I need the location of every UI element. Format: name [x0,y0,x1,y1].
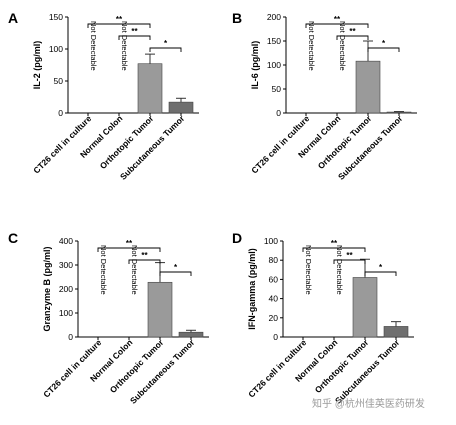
significance-label: ** [334,15,341,24]
y-axis-label: IFN-gamma (pg/ml) [247,248,257,330]
bar-4 [383,326,409,338]
y-tick-label: 0 [68,332,73,342]
not-detectable-label: Not Detectable [130,245,139,295]
panel-letter: D [232,230,242,246]
y-tick-label: 300 [59,260,73,270]
significance-bracket [118,35,151,40]
y-tick-label: 80 [269,255,279,265]
significance-label: ** [141,251,148,260]
panel-letter: C [8,230,18,246]
not-detectable-label: Not Detectable [304,245,313,295]
panel-b: B 0 50 100 150 200 IL-6 (pg/ml) Not Detectable C… [232,10,417,182]
y-tick-label: 40 [269,294,279,304]
not-detectable-label: Not Detectable [335,245,344,295]
panel-letter: A [8,10,18,26]
y-tick-label: 20 [269,313,279,323]
category-label: Orthotopic Tumor [313,337,371,395]
watermark: 知乎 @杭州佳英医药研发 [312,397,425,410]
y-tick-label: 0 [58,108,63,118]
bar-3 [137,63,163,114]
panel-c: C 0 100 200 300 400 Granzyme B (pg/ml) Not Dete… [8,230,209,406]
y-tick-label: 200 [59,284,73,294]
significance-label: ** [116,15,123,24]
y-tick-label: 150 [267,36,281,46]
significance-label: * [164,39,168,48]
not-detectable-label: Not Detectable [120,21,129,71]
category-label: CT26 cell in culture [246,337,308,399]
not-detectable-label: Not Detectable [99,245,108,295]
category-label: Orthotopic Tumor [108,337,166,395]
y-tick-label: 100 [267,60,281,70]
y-tick-label: 100 [264,236,278,246]
significance-bracket [87,23,151,28]
y-tick-label: 100 [59,308,73,318]
y-tick-label: 50 [54,76,64,86]
significance-bracket [97,247,161,252]
significance-label: * [379,263,383,272]
panel-letter: B [232,10,242,26]
significance-bracket [305,23,369,28]
significance-label: ** [331,239,338,248]
not-detectable-label: Not Detectable [338,21,347,71]
significance-bracket [336,35,369,40]
significance-label: * [174,263,178,272]
category-label: CT26 cell in culture [249,113,311,175]
bar-4 [178,331,204,338]
panel-d: D 0 20 40 60 80 100 IFN-gamma (pg/ml) Not Detect… [232,230,414,406]
category-label: CT26 cell in culture [41,337,103,399]
y-tick-label: 0 [276,108,281,118]
significance-label: ** [131,27,138,36]
significance-label: * [382,39,386,48]
significance-bracket [149,47,182,52]
significance-bracket [333,259,366,264]
category-label: Orthotopic Tumor [98,113,156,171]
significance-label: ** [349,27,356,36]
significance-bracket [364,271,397,276]
significance-label: ** [346,251,353,260]
panel-a: A 0 50 100 150 IL-2 (pg/ml) Not Detectable CT26… [8,10,199,182]
y-tick-label: 60 [269,274,279,284]
bar-3 [147,281,173,338]
significance-bracket [302,247,366,252]
y-axis-label: IL-6 (pg/ml) [250,41,260,90]
y-tick-label: 0 [273,332,278,342]
not-detectable-label: Not Detectable [89,21,98,71]
y-tick-label: 150 [49,12,63,22]
significance-label: ** [126,239,133,248]
category-label: CT26 cell in culture [31,113,93,175]
y-axis-label: IL-2 (pg/ml) [32,41,42,90]
y-tick-label: 100 [49,44,63,54]
y-tick-label: 200 [267,12,281,22]
y-axis-label: Granzyme B (pg/ml) [42,246,52,331]
bar-3 [355,60,381,114]
bar-3 [352,277,378,338]
not-detectable-label: Not Detectable [307,21,316,71]
bar-4 [168,101,194,114]
y-tick-label: 50 [272,84,282,94]
significance-bracket [367,47,400,52]
bar-4 [386,111,412,114]
category-label: Orthotopic Tumor [316,113,374,171]
y-tick-label: 400 [59,236,73,246]
significance-bracket [128,259,161,264]
significance-bracket [159,271,192,276]
